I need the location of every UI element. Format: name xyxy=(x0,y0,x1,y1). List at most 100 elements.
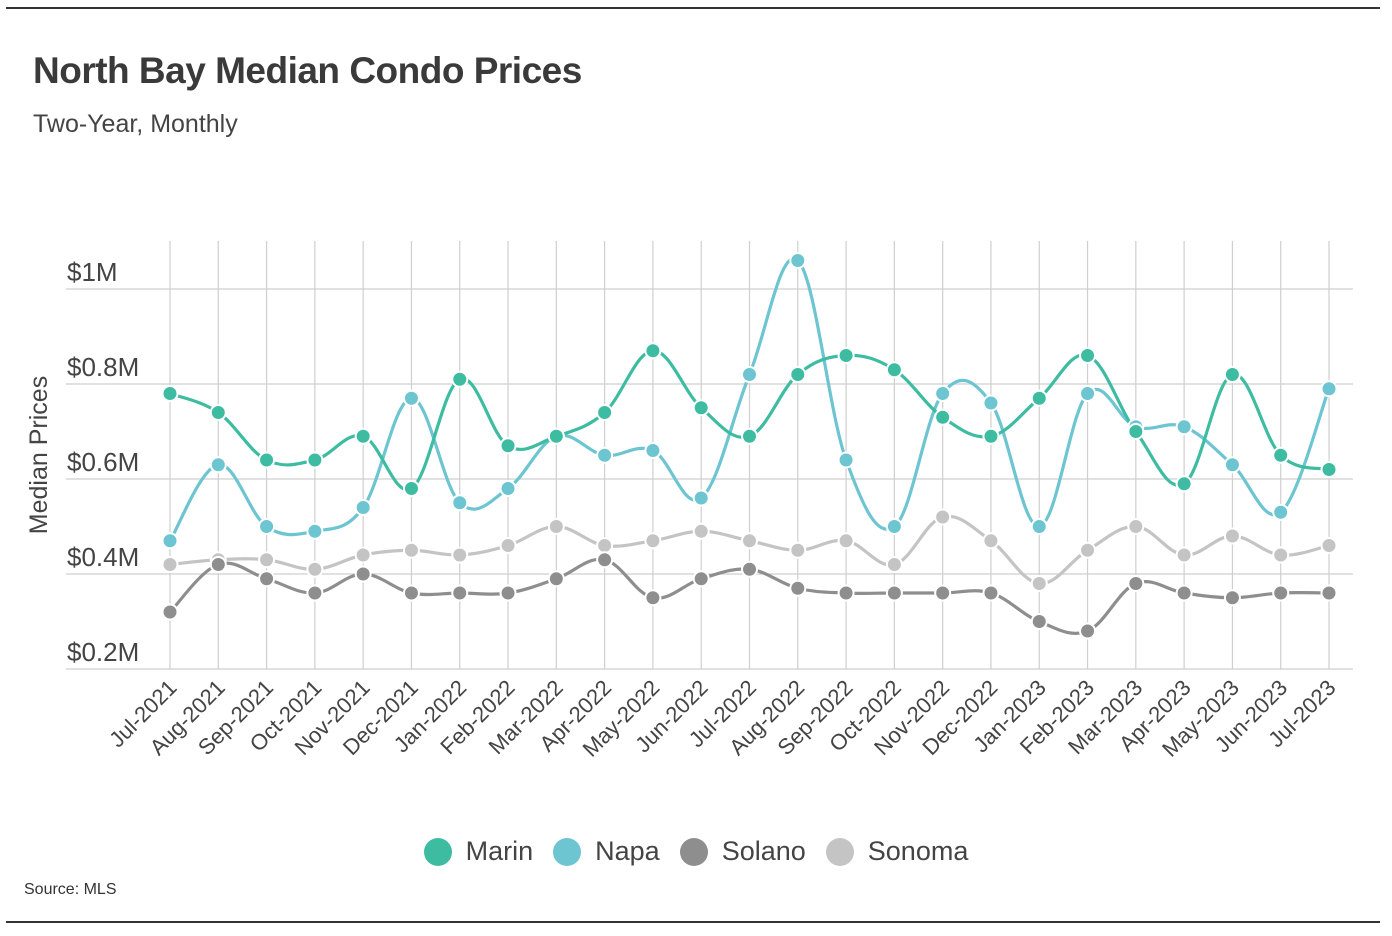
data-point-napa xyxy=(741,366,758,383)
data-point-marin xyxy=(934,408,952,426)
y-tick-label: $0.4M xyxy=(67,542,139,572)
data-point-solano xyxy=(547,570,565,588)
data-point-napa xyxy=(354,499,372,516)
data-point-marin xyxy=(1223,366,1241,383)
chart-title: North Bay Median Condo Prices xyxy=(33,50,582,91)
y-axis-label: Median Prices xyxy=(25,376,53,534)
data-point-sonoma xyxy=(934,508,952,526)
data-point-marin xyxy=(596,404,614,421)
data-point-sonoma xyxy=(885,556,903,573)
data-point-marin xyxy=(161,385,179,402)
legend-item-napa: Napa xyxy=(553,836,660,867)
data-point-solano xyxy=(644,589,662,607)
data-point-sonoma xyxy=(982,532,1000,550)
series-points xyxy=(161,252,1338,640)
y-tick-label: $0.8M xyxy=(67,352,139,382)
data-point-napa xyxy=(837,451,855,469)
data-point-sonoma xyxy=(161,556,179,573)
data-point-solano xyxy=(451,584,469,602)
legend-label-solano: Solano xyxy=(721,836,806,866)
legend-item-sonoma: Sonoma xyxy=(825,836,969,867)
data-point-sonoma xyxy=(258,551,276,569)
data-point-sonoma xyxy=(596,537,614,554)
data-point-sonoma xyxy=(837,532,855,550)
data-point-napa xyxy=(692,489,710,507)
data-point-marin xyxy=(982,427,1000,445)
data-point-napa xyxy=(982,394,1000,412)
data-point-napa xyxy=(789,252,807,269)
data-point-marin xyxy=(1320,461,1338,478)
data-point-marin xyxy=(209,404,227,421)
legend: Marin Napa Solano Sonoma xyxy=(0,836,1392,867)
data-point-solano xyxy=(258,570,276,588)
data-point-napa xyxy=(306,522,324,540)
data-point-marin xyxy=(741,427,758,445)
legend-label-sonoma: Sonoma xyxy=(867,836,969,866)
data-point-sonoma xyxy=(644,532,662,550)
data-point-solano xyxy=(692,570,710,588)
data-point-napa xyxy=(402,389,420,407)
legend-label-marin: Marin xyxy=(465,836,534,866)
data-point-solano xyxy=(1272,584,1290,602)
legend-item-marin: Marin xyxy=(423,836,534,867)
data-point-napa xyxy=(258,518,276,535)
data-point-sonoma xyxy=(789,541,807,559)
data-point-solano xyxy=(1127,575,1145,592)
data-point-marin xyxy=(837,347,855,364)
data-point-solano xyxy=(1079,622,1097,640)
data-point-napa xyxy=(1079,385,1097,402)
data-point-marin xyxy=(354,427,372,445)
data-point-napa xyxy=(1175,418,1193,436)
data-point-sonoma xyxy=(1079,541,1097,559)
y-tick-label: $0.2M xyxy=(67,637,139,667)
data-point-solano xyxy=(1175,584,1193,602)
data-point-solano xyxy=(209,556,227,573)
bottom-rule xyxy=(6,921,1380,923)
data-point-marin xyxy=(789,366,807,383)
data-point-marin xyxy=(1175,475,1193,493)
data-point-solano xyxy=(354,565,372,583)
y-axis-tick-labels: $0.2M $0.4M $0.6M $0.8M $1M xyxy=(67,257,139,667)
data-point-solano xyxy=(837,584,855,602)
data-point-sonoma xyxy=(1320,537,1338,554)
data-point-marin xyxy=(402,480,420,497)
data-point-marin xyxy=(306,451,324,469)
data-point-sonoma xyxy=(1223,527,1241,545)
data-point-napa xyxy=(934,385,952,402)
data-point-marin xyxy=(547,427,565,445)
legend-swatch-marin xyxy=(423,837,452,866)
data-point-solano xyxy=(934,584,952,602)
data-point-solano xyxy=(789,579,807,597)
legend-swatch-napa xyxy=(553,837,582,866)
top-rule xyxy=(6,7,1380,9)
data-point-napa xyxy=(161,532,179,550)
data-point-solano xyxy=(1030,613,1048,630)
data-point-sonoma xyxy=(402,541,420,559)
data-point-sonoma xyxy=(1175,546,1193,564)
y-tick-label: $1M xyxy=(67,257,118,287)
data-point-sonoma xyxy=(306,560,324,578)
data-point-sonoma xyxy=(1127,518,1145,535)
data-point-sonoma xyxy=(741,532,758,550)
data-point-napa xyxy=(451,494,469,512)
data-point-marin xyxy=(1079,347,1097,364)
data-point-solano xyxy=(982,584,1000,602)
data-point-marin xyxy=(258,451,276,469)
data-point-marin xyxy=(1030,389,1048,407)
data-point-sonoma xyxy=(1272,546,1290,564)
data-point-marin xyxy=(1127,423,1145,440)
source-note: Source: MLS xyxy=(24,881,117,898)
legend-swatch-sonoma xyxy=(825,837,854,866)
data-point-sonoma xyxy=(1030,575,1048,592)
data-point-napa xyxy=(885,518,903,535)
x-axis-tick-labels: Jul-2021Aug-2021Sep-2021Oct-2021Nov-2021… xyxy=(104,675,1340,762)
data-point-napa xyxy=(596,446,614,464)
data-point-solano xyxy=(306,584,324,602)
data-point-sonoma xyxy=(354,546,372,564)
legend-swatch-solano xyxy=(679,837,708,866)
data-point-sonoma xyxy=(692,522,710,540)
data-point-napa xyxy=(1030,518,1048,535)
data-point-solano xyxy=(596,551,614,569)
data-point-marin xyxy=(451,370,469,388)
